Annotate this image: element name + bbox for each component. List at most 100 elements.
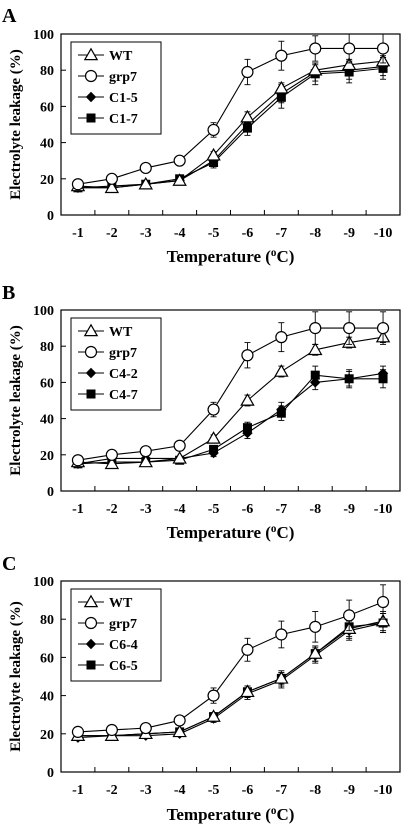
data-point [207,689,220,702]
series-line [77,336,384,465]
series-line [77,60,384,189]
data-point [308,646,323,659]
series-grp7 [71,33,390,191]
data-point [242,123,252,133]
series-line [77,327,384,461]
data-point [105,723,118,737]
y-tick-label: 0 [47,485,54,500]
y-tick-label: 100 [33,304,54,319]
series-grp7 [71,584,390,738]
legend-marker [83,323,99,337]
data-point [139,445,152,458]
data-point [206,709,221,722]
data-point [173,439,186,452]
data-point [172,173,187,186]
x-tick-label: -3 [140,502,152,517]
x-tick-label: -5 [208,226,220,241]
data-point [310,370,320,380]
y-axis-label: Electrolyte leakage (%) [8,601,24,752]
x-tick-label: -8 [309,783,321,798]
chart-panel-b: B 0 20 40 60 80 100 -1 -2 -3 -4 -5 -6 -7 -8 -9 -10 Temper… [2,282,401,542]
data-point [241,65,254,79]
legend-marker [86,389,96,399]
x-axis-label: Temperature (oC) [167,523,295,542]
data-point [308,342,323,356]
x-tick-label: -5 [208,502,220,517]
chart-panel-c: C 0 20 40 60 80 100 -1 -2 -3 -4 -5 -6 -7 -8 -9 -10 Temper… [2,553,401,824]
data-point [206,431,221,444]
data-point [274,80,289,94]
data-point [376,42,390,55]
data-point [71,454,85,467]
data-point [105,448,118,461]
data-point [341,57,357,71]
x-tick-label: -4 [174,783,186,798]
x-tick-label: -9 [343,226,355,241]
y-axis-label: Electrolyte leakage (%) [8,325,24,476]
data-point [276,92,286,102]
legend-marker [84,345,98,359]
x-tick-label: -10 [374,226,393,241]
legend-entry: C4-2 [109,367,138,382]
legend-entry: C6-4 [109,638,138,653]
series-c4-7 [73,365,388,469]
legend-entry: C4-7 [109,388,138,403]
data-point [173,714,186,727]
y-tick-label: 80 [40,340,54,355]
x-axis-label: Temperature (oC) [167,805,295,824]
x-tick-label: -2 [106,783,118,798]
legend-marker [85,638,97,650]
data-point [209,158,219,168]
legend-marker [86,113,96,123]
series-line [77,47,384,185]
y-tick-label: 40 [40,690,54,705]
x-tick-label: -8 [309,226,321,241]
data-point [241,643,254,656]
x-tick-label: -4 [174,226,186,241]
x-tick-label: -10 [374,502,393,517]
data-point [240,684,255,698]
data-point [343,42,356,55]
series-line [77,372,384,465]
x-tick-label: -3 [140,783,152,798]
y-tick-label: 40 [40,413,54,428]
x-tick-label: -9 [343,502,355,517]
x-tick-label: -7 [276,502,288,517]
data-point [172,724,187,738]
legend: WT grp7 C1-5 C1-7 [70,41,162,135]
data-point [241,349,254,362]
series-line [77,620,384,737]
x-tick-label: -7 [276,783,288,798]
series-grp7 [71,311,390,467]
y-tick-label: 100 [33,28,54,43]
legend-entry: C6-5 [109,659,138,674]
legend-marker [84,616,98,630]
y-tick-label: 80 [40,613,54,628]
legend-marker [83,594,99,608]
data-point [274,364,289,377]
x-tick-label: -7 [276,226,288,241]
data-point [275,49,288,62]
series-line [77,374,384,465]
y-tick-label: 0 [47,766,54,781]
legend-entry: grp7 [109,346,137,361]
x-tick-label: -10 [374,783,393,798]
x-axis-label: Temperature (oC) [167,247,295,266]
data-point [375,613,391,627]
legend-marker [86,660,96,670]
data-point [309,620,322,633]
data-point [139,721,152,735]
y-tick-label: 60 [40,100,54,115]
legend-entry: grp7 [109,617,137,632]
data-point [206,147,221,161]
data-point [275,628,288,641]
legend-entry: grp7 [109,70,137,85]
data-point [71,178,85,191]
data-point [378,374,388,384]
y-tick-label: 100 [33,575,54,590]
legend-entry: C1-5 [109,91,138,106]
data-point [309,322,322,335]
panel-label: A [2,5,17,27]
data-point [275,331,288,344]
